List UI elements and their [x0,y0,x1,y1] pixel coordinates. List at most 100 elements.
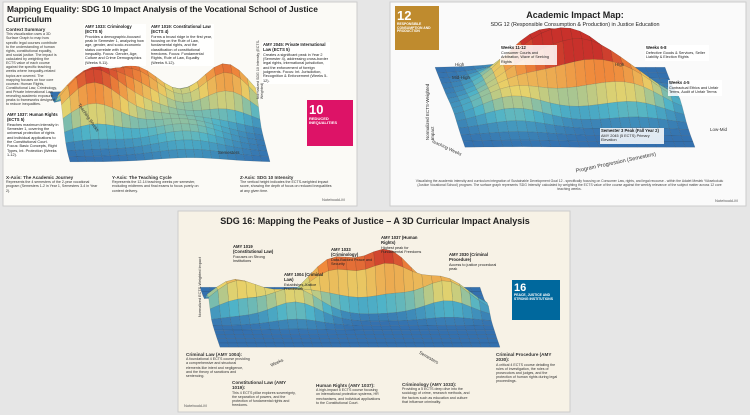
surface-cell [395,342,407,348]
surface-cell [302,342,314,348]
surface-cell [180,123,191,132]
surface-cell [231,324,243,331]
surface-cell [339,342,351,348]
note-heading: Criminology (AMY 1033): [402,382,457,387]
surface-cell [223,329,235,335]
surface-cell [282,338,294,344]
course-note: Criminology (AMY 1033): Providing a 5 ECT… [402,382,470,404]
surface-cell [453,317,466,326]
surface-cell [66,150,78,157]
surface-cell [338,338,350,344]
surface-cell [307,328,319,335]
surface-cell [432,342,445,348]
surface-cell [411,334,423,339]
surface-cell [484,329,496,335]
surface-cell [486,334,498,339]
surface-cell [657,72,670,79]
surface-cell [355,334,367,339]
sdg-badge: 16 PEACE, JUSTICE AND STRONG INSTITUTIONS [512,280,560,320]
surface-cell [387,312,399,322]
surface-cell [150,142,161,153]
surface-cell [227,280,239,302]
surface-cell [75,149,86,157]
surface-cell [360,320,372,326]
surface-cell [389,325,402,331]
surface-cell [215,334,227,339]
surface-cell [442,342,454,348]
surface-cell [91,149,103,157]
surface-cell [140,136,151,147]
annotation-heading: AMY 2045: Private International Law (ECT… [263,42,326,52]
surface-cell [396,310,408,321]
badge-number: 12 [397,8,412,23]
surface-cell [255,342,267,348]
surface-cell [135,153,146,161]
surface-cell [327,334,339,339]
surface-cell [227,342,239,348]
surface-cell [237,297,249,317]
surface-cell [467,334,479,339]
annotation-heading: AMY 1019: Constitutional Law (ECTS 4) [151,24,211,34]
surface-cell [431,338,443,344]
surface-cell [466,329,478,335]
surface-cell [470,342,482,348]
surface-cell [93,68,104,85]
surface-cell [270,329,282,335]
surface-cell [271,334,283,339]
surface-cell [376,293,388,314]
surface-cell [215,72,226,93]
surface-cell [157,132,168,144]
surface-cell [236,342,249,348]
surface-cell [139,127,150,138]
surface-cell [352,325,364,331]
peak-heading: AMY 1019 (Constitutional Law) [233,244,274,254]
surface-cell [164,124,175,134]
surface-cell [123,138,134,149]
surface-cell [383,334,395,339]
surface-cell [260,329,272,335]
level-label: High [455,62,465,67]
surface-cell [229,315,242,326]
surface-cell [468,338,481,344]
surface-cell [166,140,178,151]
title: SDG 16: Mapping the Peaks of Justice – A… [220,216,530,226]
surface-cell [413,287,425,310]
surface-cell [288,328,300,335]
surface-cell [444,317,456,326]
surface-cell [403,338,415,344]
title: Mapping Equality: SDG 10 Impact Analysis… [7,4,318,24]
surface-cell [86,82,97,105]
surface-cell [483,325,495,331]
surface-cell [423,283,435,307]
course-note: Criminal Procedure (AMY 2030): A critical… [496,352,562,383]
surface-cell [165,131,176,142]
course-note: Criminal Law (AMY 1004): A foundational 4… [186,352,250,378]
surface-cell [408,325,420,331]
surface-cell [176,149,187,159]
surface-cell [260,155,271,162]
surface-cell [276,302,288,321]
peak-text: Data-Backed Peace and Security [331,257,373,267]
surface-cell [364,334,377,339]
surface-cell [385,292,397,314]
surface-cell [246,342,258,348]
badge-label: REDUCED INEQUALITIES [309,116,338,126]
surface-cell [368,313,380,322]
surface-cell [76,156,87,163]
surface-cell [464,325,476,331]
annotation-text: AMY 2045 (5 ECTS) Primary Elevation [601,133,650,143]
surface-cell [414,342,426,348]
surface-cell [247,296,259,315]
surface-cell [295,301,307,320]
surface-cell [441,280,453,302]
axis-note-text: The vertical height indicates the ECTS-w… [240,180,332,193]
surface-cell [458,334,470,339]
surface-cell [171,118,182,125]
surface-cell [363,329,375,335]
surface-cell [423,342,435,348]
surface-cell [481,319,494,326]
peak-heading: AMY 1037 (Human Rights) [381,235,418,245]
surface-cell [376,342,389,348]
surface-cell [279,328,291,335]
